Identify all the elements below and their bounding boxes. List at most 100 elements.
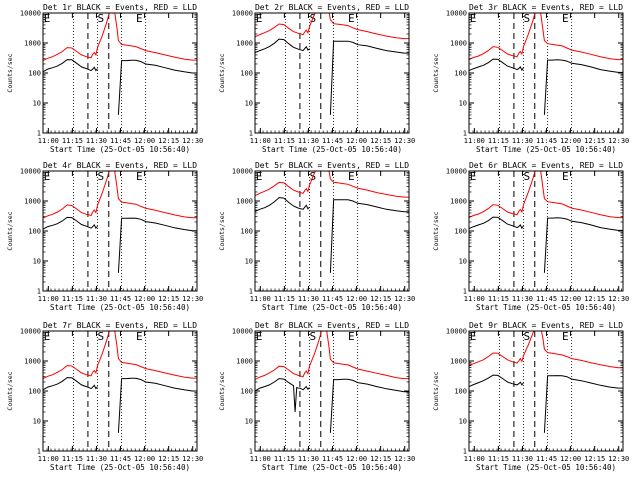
y-tick-label: 100 bbox=[240, 388, 253, 396]
x-tick-label: 12:15 bbox=[370, 137, 391, 145]
y-tick-label: 10000 bbox=[20, 168, 41, 176]
x-tick-label: 12:30 bbox=[182, 137, 203, 145]
x-axis-label: Start Time (25-Oct-05 10:56:40) bbox=[50, 463, 190, 472]
x-tick-label: 11:15 bbox=[274, 137, 295, 145]
edge-marker: E bbox=[44, 330, 51, 343]
x-axis-label: Start Time (25-Oct-05 10:56:40) bbox=[262, 303, 402, 312]
x-tick-label: 11:00 bbox=[38, 455, 59, 463]
x-tick-label: 11:00 bbox=[38, 295, 59, 303]
x-tick-label: 11:00 bbox=[464, 295, 485, 303]
x-axis-label: Start Time (25-Oct-05 10:56:40) bbox=[262, 463, 402, 472]
events-series-line bbox=[43, 59, 197, 115]
edge-marker: E bbox=[256, 330, 263, 343]
y-tick-label: 10000 bbox=[232, 10, 253, 18]
x-tick-label: 11:30 bbox=[512, 295, 533, 303]
y-tick-label: 1000 bbox=[450, 198, 467, 206]
start-marker: S bbox=[523, 170, 530, 183]
y-tick-label: 10 bbox=[245, 418, 253, 426]
panel-title: Det 9r BLACK = Events, RED = LLD bbox=[469, 321, 623, 330]
y-tick-label: 100 bbox=[28, 70, 41, 78]
events-series-line bbox=[255, 378, 409, 433]
x-tick-label: 11:45 bbox=[536, 455, 557, 463]
y-tick-label: 1000 bbox=[236, 358, 253, 366]
start-marker: S bbox=[97, 12, 104, 25]
lld-series-line bbox=[469, 13, 623, 61]
events-series-line bbox=[255, 38, 409, 115]
edge-marker: E bbox=[256, 12, 263, 25]
x-tick-label: 12:00 bbox=[560, 295, 581, 303]
panel-title: Det 8r BLACK = Events, RED = LLD bbox=[255, 321, 409, 330]
edge-marker: E bbox=[470, 170, 477, 183]
x-tick-label: 11:30 bbox=[512, 455, 533, 463]
y-tick-label: 10000 bbox=[20, 328, 41, 336]
events-series-line bbox=[43, 377, 197, 433]
x-tick-label: 11:00 bbox=[464, 455, 485, 463]
x-tick-label: 12:15 bbox=[584, 137, 605, 145]
plot-frame bbox=[468, 330, 624, 452]
x-axis-label: Start Time (25-Oct-05 10:56:40) bbox=[262, 145, 402, 154]
lld-series-line bbox=[255, 171, 409, 198]
y-tick-label: 1 bbox=[463, 448, 467, 456]
plot-frame bbox=[42, 330, 198, 452]
y-tick-label: 1000 bbox=[24, 358, 41, 366]
x-tick-label: 12:30 bbox=[608, 137, 629, 145]
events-series-line bbox=[469, 216, 623, 273]
y-tick-label: 1 bbox=[37, 288, 41, 296]
y-tick-label: 10000 bbox=[446, 10, 467, 18]
x-tick-label: 11:30 bbox=[86, 137, 107, 145]
y-axis-label: Counts/sec bbox=[218, 371, 226, 410]
end-marker: E bbox=[562, 330, 569, 343]
panel-title: Det 3r BLACK = Events, RED = LLD bbox=[469, 3, 623, 12]
y-tick-label: 100 bbox=[454, 388, 467, 396]
y-axis-label: Counts/sec bbox=[432, 371, 440, 410]
edge-marker: E bbox=[470, 12, 477, 25]
panel-title: Det 2r BLACK = Events, RED = LLD bbox=[255, 3, 409, 12]
x-tick-label: 11:15 bbox=[62, 137, 83, 145]
plot-frame bbox=[42, 170, 198, 292]
x-tick-label: 11:30 bbox=[298, 455, 319, 463]
y-tick-label: 1 bbox=[463, 288, 467, 296]
end-marker: E bbox=[136, 330, 143, 343]
x-tick-label: 11:45 bbox=[110, 137, 131, 145]
end-marker: E bbox=[348, 170, 355, 183]
x-tick-label: 11:45 bbox=[322, 455, 343, 463]
x-tick-label: 12:15 bbox=[584, 455, 605, 463]
x-tick-label: 12:15 bbox=[158, 455, 179, 463]
start-marker: S bbox=[309, 330, 316, 343]
y-tick-label: 1 bbox=[249, 288, 253, 296]
y-axis-label: Counts/sec bbox=[6, 371, 14, 410]
x-tick-label: 11:15 bbox=[488, 455, 509, 463]
y-tick-label: 1000 bbox=[24, 198, 41, 206]
x-tick-label: 12:00 bbox=[134, 137, 155, 145]
y-tick-label: 1000 bbox=[236, 198, 253, 206]
events-series-line bbox=[469, 58, 623, 115]
x-tick-label: 11:45 bbox=[322, 137, 343, 145]
x-tick-label: 11:30 bbox=[298, 137, 319, 145]
y-tick-label: 10000 bbox=[20, 10, 41, 18]
plot-frame bbox=[42, 12, 198, 134]
x-tick-label: 11:00 bbox=[250, 137, 271, 145]
x-tick-label: 11:30 bbox=[86, 455, 107, 463]
panel-title: Det 7r BLACK = Events, RED = LLD bbox=[43, 321, 197, 330]
x-axis-label: Start Time (25-Oct-05 10:56:40) bbox=[50, 145, 190, 154]
y-axis-label: Counts/sec bbox=[218, 53, 226, 92]
end-marker: E bbox=[348, 330, 355, 343]
x-tick-label: 11:45 bbox=[536, 295, 557, 303]
x-tick-label: 12:00 bbox=[560, 137, 581, 145]
x-tick-label: 12:30 bbox=[182, 455, 203, 463]
y-tick-label: 10 bbox=[33, 258, 41, 266]
y-tick-label: 1 bbox=[249, 448, 253, 456]
x-tick-label: 12:15 bbox=[370, 455, 391, 463]
events-series-line bbox=[43, 216, 197, 273]
edge-marker: E bbox=[470, 330, 477, 343]
x-tick-label: 11:15 bbox=[62, 295, 83, 303]
y-axis-label: Counts/sec bbox=[6, 211, 14, 250]
y-tick-label: 10000 bbox=[232, 328, 253, 336]
y-tick-label: 10000 bbox=[232, 168, 253, 176]
y-tick-label: 1 bbox=[37, 130, 41, 138]
